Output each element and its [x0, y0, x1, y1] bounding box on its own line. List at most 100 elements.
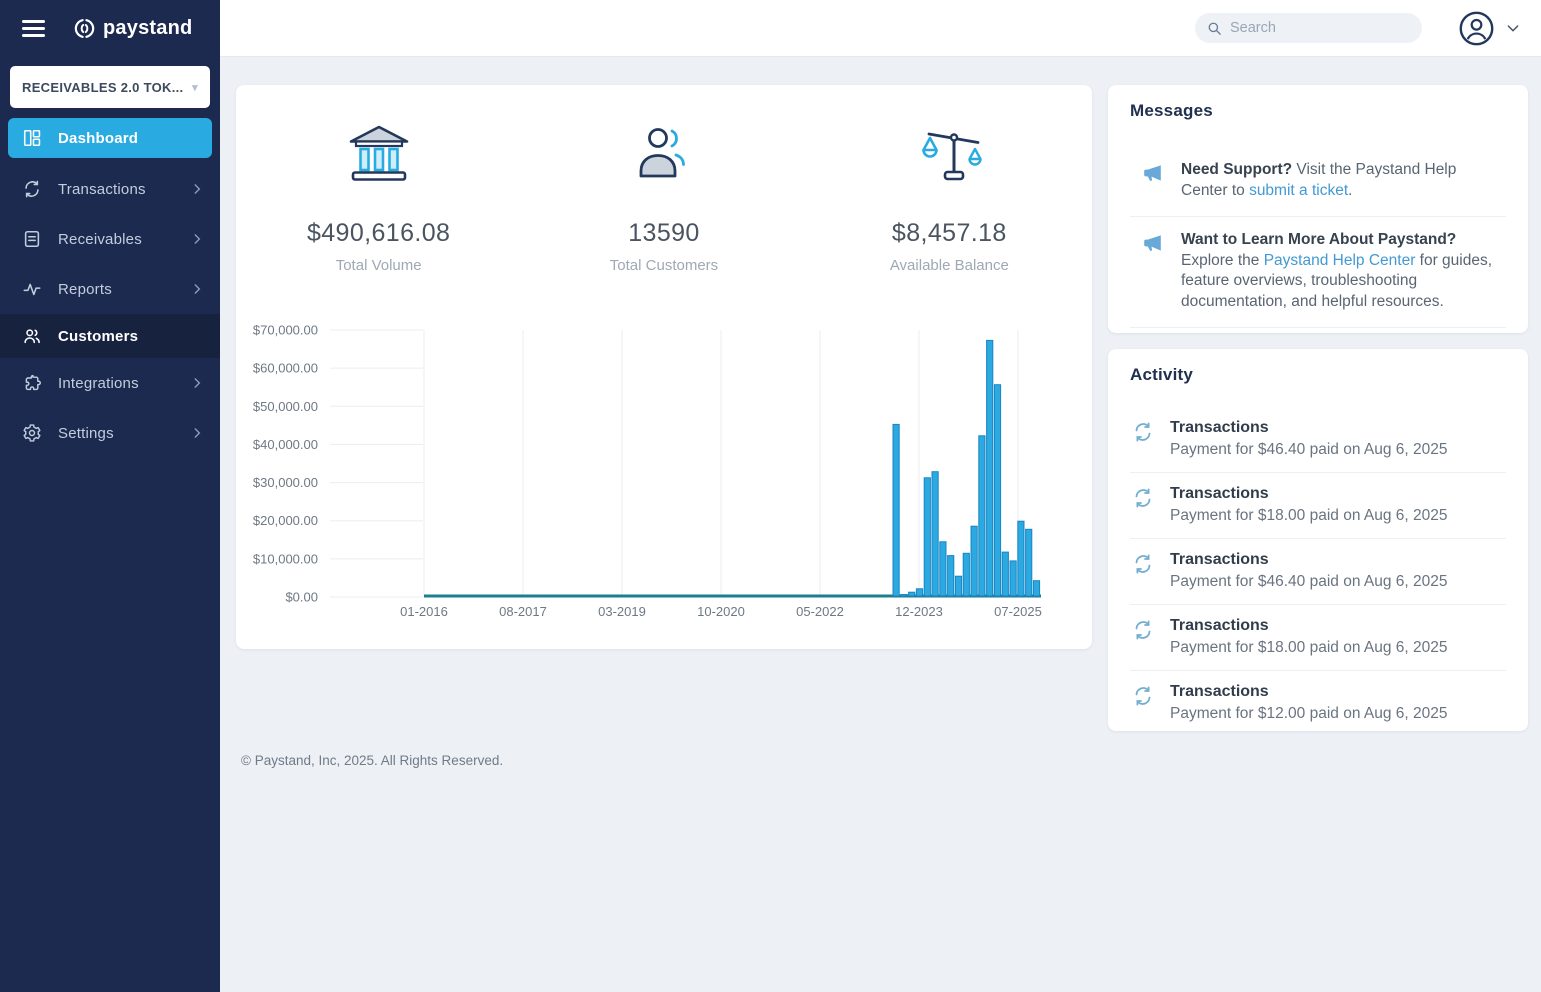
sidebar-item-label: Dashboard: [58, 129, 139, 147]
pulse-icon: [23, 283, 41, 296]
stat-value: 13590: [628, 219, 700, 247]
puzzle-icon: [25, 374, 41, 391]
chevron-right-icon: [194, 428, 201, 438]
stat-label: Available Balance: [889, 257, 1009, 274]
refresh-icon: [1135, 422, 1151, 442]
sidebar-item-label: Customers: [58, 327, 139, 345]
svg-text:$40,000.00: $40,000.00: [253, 437, 318, 452]
sidebar-item-settings[interactable]: Settings: [0, 408, 220, 458]
people-icon: [521, 121, 806, 185]
svg-text:08-2017: 08-2017: [499, 604, 547, 619]
activity-list: Transactions Payment for $46.40 paid on …: [1130, 407, 1506, 737]
message-bold: Want to Learn More About Paystand?: [1181, 231, 1457, 248]
message-link[interactable]: submit a ticket: [1249, 181, 1349, 199]
sidebar-item-label: Reports: [58, 280, 112, 298]
message-link[interactable]: Paystand Help Center: [1263, 251, 1416, 269]
megaphone-icon: [1144, 165, 1161, 181]
workspace-selector[interactable]: RECEIVABLES 2.0 TOK... ▾: [10, 66, 210, 108]
logo-text: paystand: [103, 16, 193, 39]
activity-item[interactable]: Transactions Payment for $18.00 paid on …: [1130, 605, 1506, 671]
activity-item-subtitle: Payment for $12.00 paid on Aug 6, 2025: [1170, 705, 1448, 722]
svg-text:03-2019: 03-2019: [598, 604, 646, 619]
user-avatar-icon: [1459, 11, 1494, 45]
bank-icon: [236, 121, 521, 185]
sidebar-item-label: Receivables: [58, 230, 142, 248]
paystand-logo: paystand: [73, 17, 192, 40]
stat-label: Total Customers: [609, 257, 719, 274]
topbar: [220, 0, 1541, 57]
svg-text:$0.00: $0.00: [285, 590, 318, 605]
stat-total-customers: 13590 Total Customers: [521, 121, 806, 274]
activity-item[interactable]: Transactions Payment for $46.40 paid on …: [1130, 539, 1506, 605]
sidebar-item-customers[interactable]: Customers: [0, 314, 220, 358]
activity-item[interactable]: Transactions Payment for $12.00 paid on …: [1130, 671, 1506, 737]
gear-icon: [23, 424, 41, 442]
stat-value: $8,457.18: [891, 219, 1007, 247]
stat-total-volume: $490,616.08 Total Volume: [236, 121, 521, 274]
refresh-icon: [1135, 554, 1151, 574]
message-bold: Need Support?: [1181, 161, 1293, 178]
activity-panel: Activity Transactions Payment for $46.40…: [1108, 349, 1528, 737]
svg-text:$30,000.00: $30,000.00: [253, 475, 318, 490]
search-input[interactable]: [1230, 20, 1410, 36]
sync-icon: [25, 180, 39, 198]
volume-bar-chart: $0.00 $10,000.00 $20,000.00 $30,000.00 $40,0…: [253, 323, 1042, 620]
activity-item-title: Transactions: [1170, 485, 1269, 502]
svg-text:$20,000.00: $20,000.00: [253, 513, 318, 528]
chevron-right-icon: [194, 184, 201, 194]
activity-item-title: Transactions: [1170, 683, 1269, 700]
svg-text:$60,000.00: $60,000.00: [253, 361, 318, 376]
sidebar-item-integrations[interactable]: Integrations: [0, 358, 220, 408]
activity-item-subtitle: Payment for $46.40 paid on Aug 6, 2025: [1170, 441, 1448, 458]
message-text: Need Support? Visit the Paystand Help Ce…: [1181, 161, 1457, 199]
activity-item-subtitle: Payment for $18.00 paid on Aug 6, 2025: [1170, 639, 1448, 656]
activity-item-title: Transactions: [1170, 419, 1269, 436]
activity-item[interactable]: Transactions Payment for $46.40 paid on …: [1130, 407, 1506, 473]
search-box: [1195, 13, 1422, 43]
message-item: Need Support? Visit the Paystand Help Ce…: [1130, 147, 1506, 217]
sidebar-item-dashboard[interactable]: Dashboard: [8, 118, 212, 158]
sidebar-item-reports[interactable]: Reports: [0, 264, 220, 314]
activity-item-subtitle: Payment for $46.40 paid on Aug 6, 2025: [1170, 573, 1448, 590]
chevron-right-icon: [194, 378, 201, 388]
balance-icon: [807, 121, 1092, 185]
chevron-down-icon[interactable]: [1505, 20, 1521, 36]
copyright-text: © Paystand, Inc, 2025. All Rights Reserv…: [241, 753, 504, 768]
chevron-right-icon: [194, 234, 201, 244]
stat-label: Total Volume: [335, 257, 422, 274]
activity-item-title: Transactions: [1170, 551, 1269, 568]
messages-list: Need Support? Visit the Paystand Help Ce…: [1130, 147, 1506, 328]
sidebar: paystand RECEIVABLES 2.0 TOK... ▾ Dashbo…: [0, 0, 220, 992]
message-text: Want to Learn More About Paystand? Explo…: [1181, 231, 1493, 310]
svg-text:$10,000.00: $10,000.00: [253, 551, 318, 566]
stats-row: $490,616.08 Total Volume 13590 Total Cus…: [236, 85, 1092, 274]
user-menu-button[interactable]: [1458, 10, 1495, 47]
sidebar-item-label: Settings: [58, 424, 114, 442]
paystand-logo-icon: [74, 18, 95, 38]
sidebar-nav: Dashboard Transactions Receivables: [0, 118, 220, 458]
svg-text:$70,000.00: $70,000.00: [253, 323, 318, 338]
hamburger-menu-button[interactable]: [18, 16, 49, 41]
workspace-label: RECEIVABLES 2.0 TOK...: [22, 79, 184, 95]
stat-available-balance: $8,457.18 Available Balance: [807, 121, 1092, 274]
sidebar-item-transactions[interactable]: Transactions: [0, 164, 220, 214]
dashboard-icon: [23, 129, 41, 147]
sidebar-header: paystand: [0, 0, 220, 56]
sidebar-item-receivables[interactable]: Receivables: [0, 214, 220, 264]
megaphone-icon: [1144, 235, 1161, 251]
activity-item-title: Transactions: [1170, 617, 1269, 634]
activity-item[interactable]: Transactions Payment for $18.00 paid on …: [1130, 473, 1506, 539]
refresh-icon: [1135, 488, 1151, 508]
chevron-down-icon: ▾: [192, 81, 198, 94]
sidebar-item-label: Integrations: [58, 374, 139, 392]
dashboard-summary-card: $490,616.08 Total Volume 13590 Total Cus…: [236, 85, 1092, 649]
activity-title: Activity: [1130, 365, 1194, 384]
sidebar-item-label: Transactions: [58, 180, 146, 198]
svg-text:$50,000.00: $50,000.00: [253, 399, 318, 414]
chevron-right-icon: [194, 284, 201, 294]
refresh-icon: [1135, 620, 1151, 640]
svg-text:01-2016: 01-2016: [400, 604, 448, 619]
messages-panel: Messages Need Support? Visit the Paystan…: [1108, 85, 1528, 333]
refresh-icon: [1135, 686, 1151, 706]
